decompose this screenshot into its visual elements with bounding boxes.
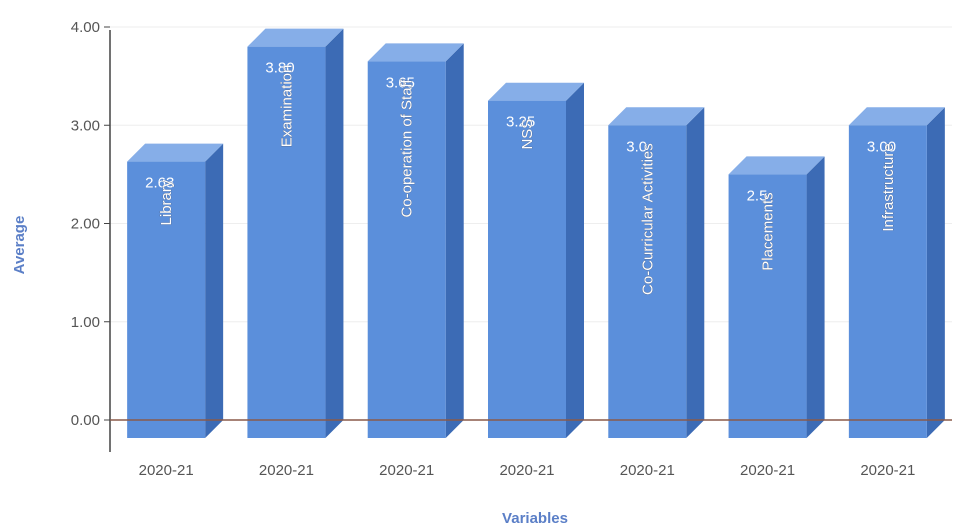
bar-side	[445, 43, 464, 438]
y-axis-title: Average	[11, 216, 28, 275]
bar-top	[608, 107, 705, 126]
bar-value-label: 3.25	[506, 114, 535, 131]
bar-value-label: 3.80	[265, 60, 294, 77]
x-tick-label: 2020-21	[139, 462, 194, 479]
x-tick-labels: 2020-21 2020-21 2020-21 2020-21 2020-21 2020-…	[139, 462, 916, 479]
x-tick-label: 2020-21	[499, 462, 554, 479]
y-tick-label: 0.00	[71, 412, 100, 429]
y-axis: 0.00 1.00 2.00 3.00 4.00	[71, 19, 111, 452]
bar-name-label: Infrastructure	[880, 143, 897, 231]
bar-name-label: Placements	[760, 192, 777, 270]
bar-name-label: Library	[158, 179, 175, 225]
y-tick-label: 4.00	[71, 19, 100, 36]
bar-front	[728, 174, 807, 438]
bar-name-label: Examination	[278, 65, 295, 148]
bar-side	[686, 107, 705, 438]
x-axis-title: Variables	[502, 510, 568, 527]
bar-value-label: 2.63	[145, 175, 174, 192]
bar-side	[205, 143, 224, 439]
x-tick-label: 2020-21	[259, 462, 314, 479]
bar-front	[488, 100, 566, 438]
y-tick-label: 3.00	[71, 117, 100, 134]
bar-name-label: Co-operation of Staff	[399, 79, 416, 218]
bar-front	[848, 125, 927, 438]
y-tick-label: 1.00	[71, 314, 100, 331]
x-tick-label: 2020-21	[620, 462, 675, 479]
bar-top	[367, 43, 464, 62]
bar-side	[325, 28, 344, 439]
x-tick-label: 2020-21	[860, 462, 915, 479]
bar-front	[608, 125, 687, 438]
bar-value-label: 3.00	[867, 138, 896, 155]
bar-side	[566, 82, 584, 438]
x-tick-label: 2020-21	[740, 462, 795, 479]
bar-top	[728, 156, 825, 175]
x-tick-label: 2020-21	[379, 462, 434, 479]
bar-value-label: 3.0	[626, 138, 647, 155]
bar-name-label: Co-Curricular Activities	[639, 143, 656, 295]
bar-value-label: 3.65	[386, 74, 415, 91]
bar-side	[806, 156, 825, 438]
bar-side	[926, 107, 945, 438]
y-tick-label: 2.00	[71, 216, 100, 233]
bar-front	[127, 161, 206, 439]
bar-value-label: 2.5	[747, 187, 768, 204]
bar-front	[247, 46, 326, 439]
bar-top	[488, 82, 584, 101]
bar-front	[367, 61, 446, 438]
bar: 3.0Co-Curricular Activities	[608, 107, 705, 438]
bar-top	[848, 107, 945, 126]
bar-top	[127, 143, 224, 162]
bar-name-label: NSS	[519, 119, 536, 150]
bar-top	[247, 28, 344, 47]
